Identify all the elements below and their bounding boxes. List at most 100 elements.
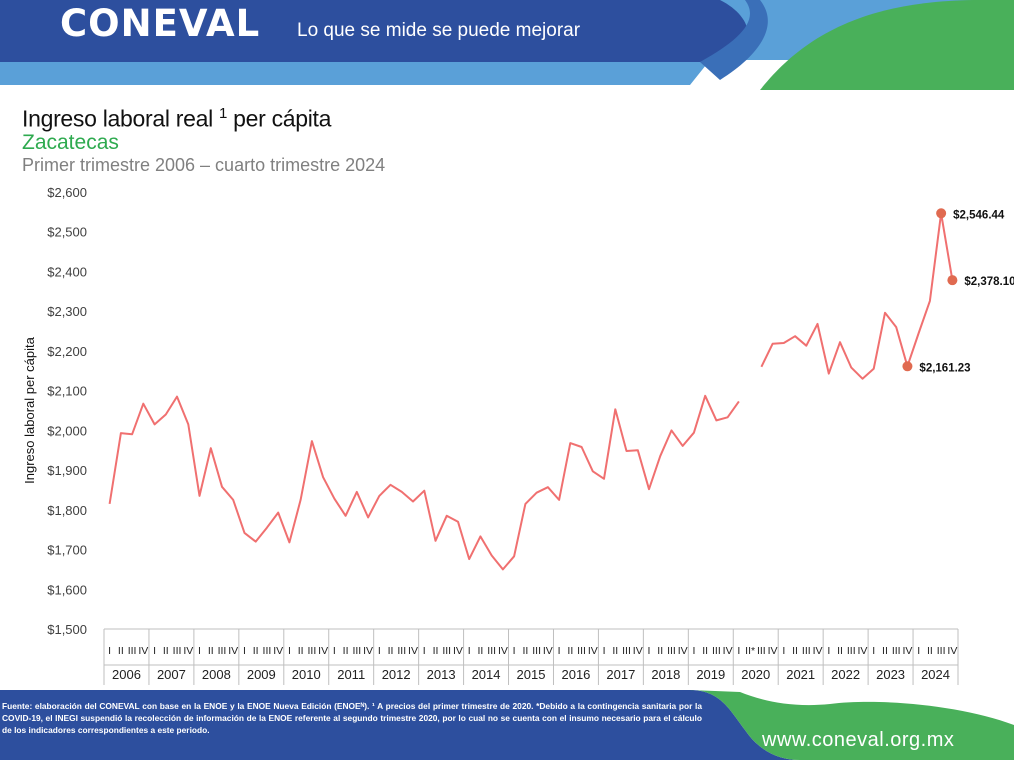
quarter-label: III — [352, 645, 361, 657]
year-label: 2010 — [292, 667, 321, 682]
coneval-logo: CONEVAL — [60, 2, 261, 45]
line-chart: Ingreso laboral per cápita $1,500 $1,600 $… — [22, 185, 1014, 685]
quarter-label: IV — [723, 645, 733, 657]
quarter-label: II — [343, 645, 349, 657]
quarter-label: III — [218, 645, 227, 657]
quarter-label: II — [118, 645, 124, 657]
quarter-label: III — [847, 645, 856, 657]
quarter-label: I — [423, 645, 426, 657]
quarter-label: I — [198, 645, 201, 657]
quarter-label: IV — [947, 645, 957, 657]
quarter-label: I — [872, 645, 875, 657]
quarter-label: III — [307, 645, 316, 657]
quarter-label: II — [792, 645, 798, 657]
year-label: 2011 — [337, 667, 365, 682]
highlight-point — [902, 361, 913, 372]
quarter-label: II — [837, 645, 843, 657]
quarter-label: IV — [768, 645, 778, 657]
year-label: 2019 — [696, 667, 725, 682]
quarter-label: II* — [745, 645, 755, 657]
highlight-point — [936, 208, 947, 219]
quarter-label: III — [487, 645, 496, 657]
y-tick-label: $1,900 — [47, 463, 87, 478]
quarter-label: II — [208, 645, 214, 657]
quarter-label: III — [622, 645, 631, 657]
quarter-label: III — [712, 645, 721, 657]
quarter-label: II — [253, 645, 259, 657]
year-label: 2008 — [202, 667, 231, 682]
quarter-label: III — [892, 645, 901, 657]
quarter-label: IV — [228, 645, 238, 657]
y-tick-label: $2,400 — [47, 264, 87, 279]
quarter-label: I — [917, 645, 920, 657]
y-axis-label: Ingreso laboral per cápita — [22, 336, 37, 483]
quarter-label: I — [827, 645, 830, 657]
quarter-label: IV — [498, 645, 508, 657]
quarter-label: IV — [543, 645, 553, 657]
header-banner — [0, 0, 1014, 90]
quarter-label: IV — [318, 645, 328, 657]
quarter-label: I — [648, 645, 651, 657]
quarter-label: III — [937, 645, 946, 657]
quarter-label: II — [882, 645, 888, 657]
quarter-label: I — [692, 645, 695, 657]
quarter-label: I — [333, 645, 336, 657]
y-tick-label: $2,500 — [47, 225, 87, 240]
quarter-label: IV — [902, 645, 912, 657]
quarter-label: III — [128, 645, 137, 657]
quarter-label: IV — [588, 645, 598, 657]
quarter-label: I — [782, 645, 785, 657]
year-label: 2009 — [247, 667, 276, 682]
series-line — [760, 212, 954, 380]
year-label: 2023 — [876, 667, 905, 682]
slogan: Lo que se mide se puede mejorar — [297, 20, 581, 41]
source-note: Fuente: elaboración del CONEVAL con base… — [2, 701, 702, 735]
data-label: $2,378.10 — [964, 276, 1014, 288]
year-label: 2020 — [741, 667, 770, 682]
quarter-label: IV — [273, 645, 283, 657]
quarter-label: I — [468, 645, 471, 657]
y-tick-label: $2,600 — [47, 185, 87, 200]
quarter-label: III — [173, 645, 182, 657]
quarter-label: III — [757, 645, 766, 657]
website-link[interactable]: www.coneval.org.mx — [762, 729, 955, 751]
quarter-label: I — [737, 645, 740, 657]
quarter-label: II — [657, 645, 663, 657]
quarter-label: III — [397, 645, 406, 657]
highlight-point — [947, 275, 958, 286]
y-tick-label: $2,200 — [47, 344, 87, 359]
y-tick-label: $1,800 — [47, 503, 87, 518]
chart-state: Zacatecas — [22, 130, 119, 154]
y-tick-label: $1,700 — [47, 543, 87, 558]
y-tick-label: $1,500 — [47, 622, 87, 637]
chart-period: Primer trimestre 2006 – cuarto trimestre… — [22, 154, 386, 175]
quarter-label: II — [163, 645, 169, 657]
quarter-label: IV — [138, 645, 148, 657]
footer-banner — [0, 690, 1014, 760]
year-label: 2014 — [472, 667, 501, 682]
quarter-label: I — [513, 645, 516, 657]
data-label: $2,161.23 — [919, 362, 970, 374]
year-label: 2006 — [112, 667, 141, 682]
quarter-label: IV — [363, 645, 373, 657]
year-label: 2016 — [561, 667, 590, 682]
data-label: $2,546.44 — [953, 209, 1005, 221]
quarter-label: II — [433, 645, 439, 657]
quarter-label: IV — [813, 645, 823, 657]
y-tick-label: $2,100 — [47, 384, 87, 399]
year-label: 2018 — [651, 667, 680, 682]
quarter-label: I — [288, 645, 291, 657]
quarter-label: III — [667, 645, 676, 657]
quarter-label: III — [442, 645, 451, 657]
quarter-label: III — [577, 645, 586, 657]
year-label: 2017 — [606, 667, 635, 682]
quarter-label: I — [378, 645, 381, 657]
title-block: Ingreso laboral real 1 per cápita Zacate… — [22, 100, 385, 177]
quarter-label: IV — [453, 645, 463, 657]
quarter-label: IV — [183, 645, 193, 657]
quarter-label: I — [603, 645, 606, 657]
quarter-label: III — [802, 645, 811, 657]
quarter-label: IV — [408, 645, 418, 657]
quarter-label: IV — [678, 645, 688, 657]
quarter-label: II — [612, 645, 618, 657]
